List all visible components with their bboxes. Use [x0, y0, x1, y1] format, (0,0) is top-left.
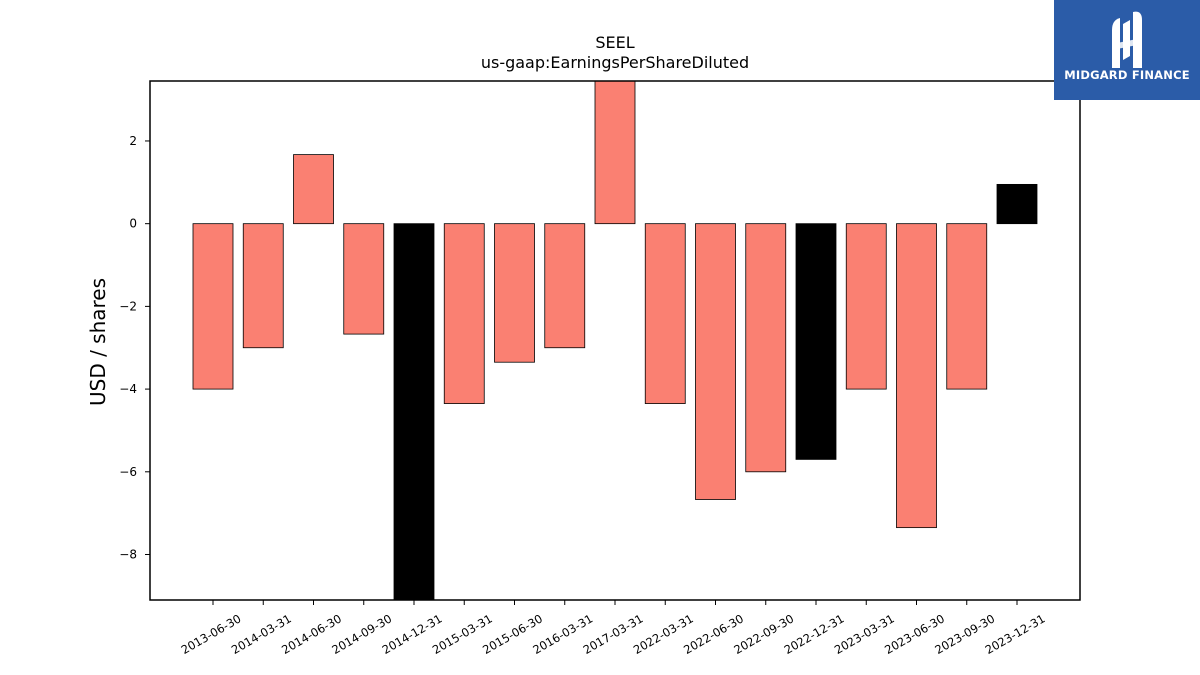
- chart-subtitle: us-gaap:EarningsPerShareDiluted: [481, 53, 749, 72]
- y-tick-label: −4: [119, 382, 137, 396]
- bar-2022-12-31: [795, 223, 837, 460]
- y-tick-label: 2: [129, 134, 137, 148]
- bar-2022-06-30: [695, 223, 736, 500]
- bar-2016-03-31: [544, 223, 586, 349]
- bar-2014-09-30: [343, 223, 385, 335]
- midgard-finance-logo: MIDGARD FINANCE: [1054, 0, 1200, 100]
- bar-2013-06-30: [192, 223, 234, 390]
- bar-2023-06-30: [896, 223, 937, 529]
- bar-2017-03-31: [594, 80, 636, 225]
- chart-title: SEEL: [595, 33, 634, 52]
- y-ticks: 2 0 −2 −4 −6 −8: [119, 134, 150, 562]
- y-tick-label: 0: [129, 217, 137, 231]
- y-tick-label: −6: [119, 465, 137, 479]
- midgard-logo-icon: [1112, 11, 1142, 68]
- y-tick-label: −8: [119, 548, 137, 562]
- y-tick-label: −2: [119, 299, 137, 313]
- bar-2014-03-31: [242, 223, 284, 349]
- plot-frame: [149, 80, 1081, 601]
- bar-group: [192, 80, 1038, 601]
- bar-2015-03-31: [443, 223, 485, 404]
- y-axis-label: USD / shares: [86, 278, 110, 406]
- bar-2023-09-30: [946, 223, 988, 390]
- logo-text: MIDGARD FINANCE: [1064, 68, 1190, 82]
- bar-2014-06-30: [293, 154, 334, 225]
- bar-2014-12-31: [393, 223, 435, 601]
- bar-2023-12-31: [996, 183, 1038, 225]
- bar-2015-06-30: [494, 223, 535, 363]
- bar-2022-03-31: [644, 223, 686, 404]
- bar-2023-03-31: [845, 223, 887, 390]
- x-ticks: 2013-06-302014-03-312014-06-302014-09-30…: [179, 600, 1048, 657]
- bar-2022-09-30: [745, 223, 787, 473]
